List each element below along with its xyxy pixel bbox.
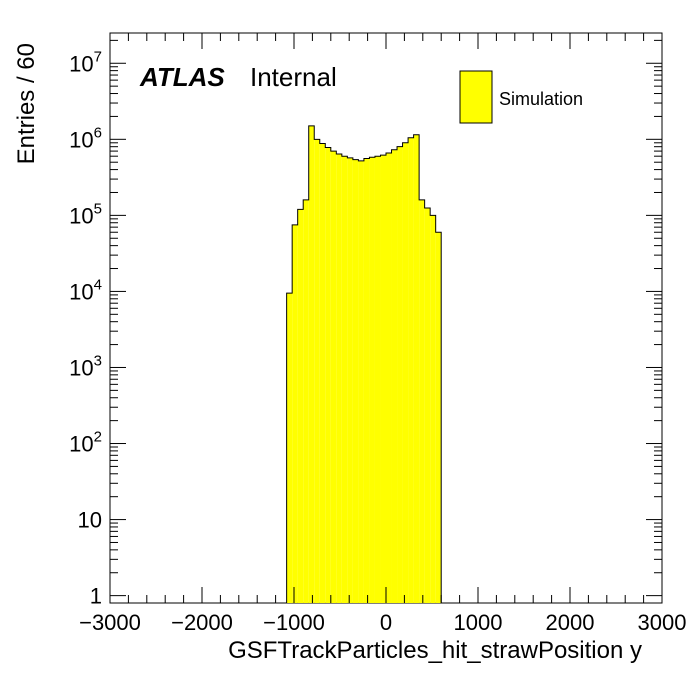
histogram-bar bbox=[380, 155, 386, 603]
histogram-bar bbox=[319, 143, 326, 603]
histogram-bar bbox=[369, 157, 375, 603]
y-tick-label: 103 bbox=[69, 352, 102, 380]
y-tick-label: 105 bbox=[69, 200, 102, 228]
tick-labels: −3000 −2000 −1000 0 1000 2000 3000 1 10 102 103 104… bbox=[69, 48, 686, 635]
histogram-bar bbox=[408, 137, 414, 603]
histogram-bar bbox=[419, 199, 425, 603]
histogram-bar bbox=[358, 160, 364, 603]
legend-swatch-simulation bbox=[459, 70, 493, 124]
histogram-bar bbox=[413, 134, 420, 603]
histogram-bar bbox=[386, 153, 392, 603]
x-axis-title: GSFTrackParticles_hit_strawPosition y bbox=[228, 637, 642, 664]
histogram-bar bbox=[424, 207, 431, 603]
y-tick-label: 104 bbox=[69, 276, 102, 304]
histogram-bar bbox=[330, 151, 337, 603]
histogram-bar bbox=[336, 154, 342, 603]
histogram-bar bbox=[341, 156, 348, 603]
x-tick-label: −3000 bbox=[79, 610, 141, 635]
histogram-bar bbox=[363, 158, 370, 604]
histogram-bar bbox=[391, 149, 398, 603]
histogram-bar bbox=[347, 157, 353, 604]
x-tick-label: −1000 bbox=[263, 610, 325, 635]
x-tick-label: −2000 bbox=[171, 610, 233, 635]
histogram-bar bbox=[397, 146, 403, 604]
y-tick-label: 1 bbox=[90, 584, 102, 609]
y-tick-label: 10 bbox=[78, 508, 102, 533]
histogram-bar bbox=[402, 142, 409, 604]
y-tick-label: 102 bbox=[69, 429, 102, 457]
legend-label-simulation: Simulation bbox=[499, 89, 583, 109]
atlas-label: ATLAS bbox=[139, 62, 225, 92]
y-tick-label: 107 bbox=[69, 48, 102, 76]
histogram-bar bbox=[430, 215, 436, 604]
legend: Simulation bbox=[459, 70, 583, 124]
histogram-bar bbox=[297, 209, 304, 604]
y-axis-title: Entries / 60 bbox=[13, 43, 40, 164]
x-tick-label: 2000 bbox=[546, 610, 595, 635]
histogram-bar bbox=[435, 232, 442, 603]
histogram-bar bbox=[308, 125, 315, 603]
x-tick-label: 1000 bbox=[454, 610, 503, 635]
histogram-bar bbox=[374, 156, 381, 603]
histogram-bar bbox=[314, 139, 320, 603]
histogram-outline bbox=[286, 125, 442, 603]
axis-ticks bbox=[109, 33, 663, 603]
y-tick-label: 106 bbox=[69, 124, 102, 152]
histogram-bar bbox=[292, 224, 298, 603]
histogram-bars bbox=[286, 125, 442, 604]
x-tick-label: 0 bbox=[380, 610, 392, 635]
internal-label: Internal bbox=[250, 62, 337, 92]
histogram-bar bbox=[325, 147, 331, 603]
histogram-bar bbox=[352, 159, 359, 603]
histogram-bar bbox=[303, 199, 309, 603]
histogram-bar bbox=[286, 293, 293, 603]
x-tick-label: 3000 bbox=[638, 610, 687, 635]
